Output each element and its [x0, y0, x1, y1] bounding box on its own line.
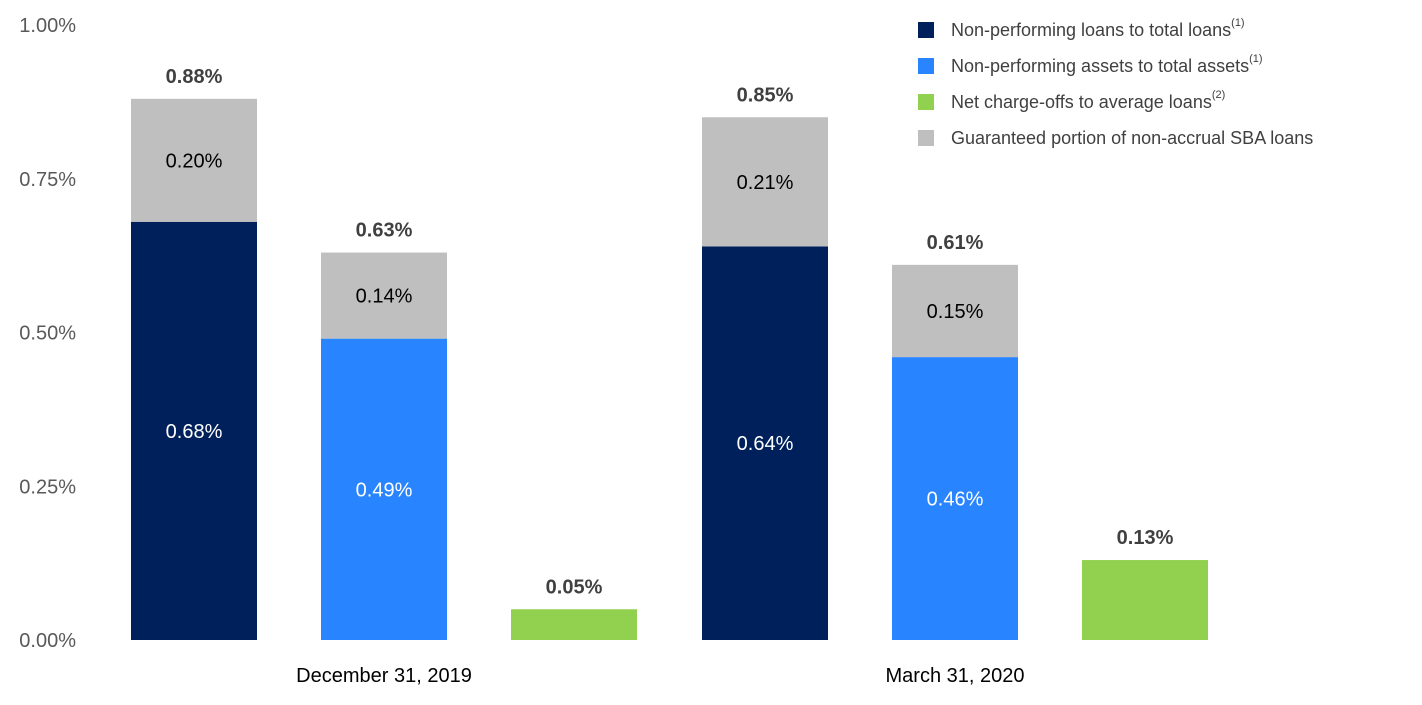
bar-dec-npl-total-label: 0.88%: [166, 66, 223, 88]
bar-dec-npl-guaranteed: [131, 98, 257, 222]
bar-mar-npa-guaranteed-label: 0.15%: [927, 301, 984, 323]
bar-mar-npa-base: [892, 357, 1018, 640]
bar-dec-npa-guaranteed-label: 0.14%: [356, 286, 413, 308]
legend-swatch-nonperforming-loans: [918, 22, 934, 38]
bar-mar-nco-total-label: 0.13%: [1117, 527, 1174, 549]
legend-label-nonperforming-assets: Non-performing assets to total assets: [951, 55, 1250, 76]
legend-label-nonperforming-loans: Non-performing loans to total loans: [951, 19, 1232, 40]
bar-mar-npl-total-label: 0.85%: [737, 84, 794, 106]
bar-mar-npl-base: [702, 246, 828, 640]
bar-mar-npa-total-label: 0.61%: [927, 232, 984, 254]
x-category-label: March 31, 2020: [886, 665, 1025, 687]
legend-item-guaranteed-sba: Guaranteed portion of non-accrual SBA lo…: [918, 120, 1313, 156]
bar-dec-npa-base: [321, 338, 447, 640]
legend-footnote-nonperforming-assets: (1): [1249, 52, 1263, 65]
bar-mar-npa-guaranteed: [892, 264, 1018, 358]
bar-dec-npl-base: [131, 221, 257, 641]
bar-dec-nco-base: [511, 609, 637, 640]
legend: Non-performing loans to total loans(1) N…: [918, 12, 1313, 156]
bar-dec-npl-base-label: 0.68%: [166, 421, 223, 443]
y-tick-label: 1.00%: [19, 15, 76, 37]
legend-swatch-guaranteed-sba: [918, 130, 934, 146]
legend-swatch-nonperforming-assets: [918, 58, 934, 74]
bar-dec-npa-guaranteed: [321, 252, 447, 339]
legend-footnote-net-charge-offs: (2): [1211, 88, 1226, 101]
bar-dec-npa-base-label: 0.49%: [356, 479, 413, 501]
legend-item-nonperforming-loans: Non-performing loans to total loans(1): [918, 12, 1313, 48]
y-tick-label: 0.25%: [19, 476, 76, 498]
bar-mar-npl-base-label: 0.64%: [737, 433, 794, 455]
legend-label-net-charge-offs: Net charge-offs to average loans: [951, 91, 1212, 112]
bar-mar-npl-guaranteed: [702, 117, 828, 247]
bar-mar-nco-base: [1082, 560, 1208, 640]
legend-item-nonperforming-assets: Non-performing assets to total assets(1): [918, 48, 1313, 84]
bar-mar-npa-base-label: 0.46%: [927, 489, 984, 511]
bar-dec-npa-total-label: 0.63%: [356, 220, 413, 242]
legend-label-guaranteed-sba: Guaranteed portion of non-accrual SBA lo…: [951, 127, 1314, 148]
x-category-label: December 31, 2019: [296, 665, 472, 687]
y-tick-label: 0.00%: [19, 630, 76, 652]
y-tick-label: 0.50%: [19, 323, 76, 345]
legend-swatch-net-charge-offs: [918, 94, 934, 110]
bar-dec-npl-guaranteed-label: 0.20%: [166, 150, 223, 172]
legend-footnote-nonperforming-loans: (1): [1231, 16, 1245, 29]
bar-mar-npl-guaranteed-label: 0.21%: [737, 172, 794, 194]
y-tick-label: 0.75%: [19, 169, 76, 191]
legend-item-net-charge-offs: Net charge-offs to average loans(2): [918, 84, 1313, 120]
bar-dec-nco-total-label: 0.05%: [546, 576, 603, 598]
